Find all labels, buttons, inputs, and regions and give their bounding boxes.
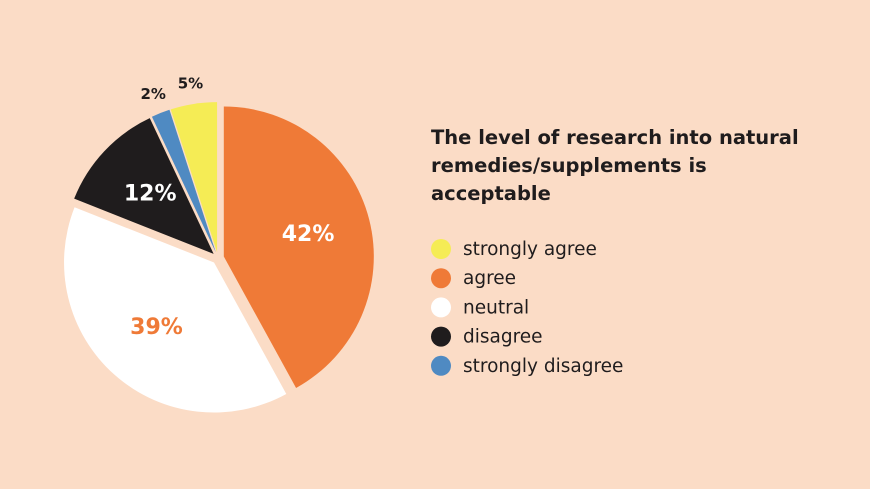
pie-slice [170, 102, 218, 253]
pie-slice [151, 109, 216, 253]
chart-title: The level of research into natural remed… [431, 126, 799, 205]
legend-label: neutral [463, 297, 529, 318]
legend-swatch [431, 268, 451, 289]
data-label: 42% [282, 222, 335, 247]
legend-swatch [431, 355, 451, 376]
legend-label: agree [463, 268, 516, 289]
data-label: 12% [124, 181, 177, 206]
data-label: 39% [130, 315, 183, 340]
pie-slice [223, 106, 374, 388]
legend-label: strongly agree [463, 239, 597, 260]
data-label: 5% [178, 75, 203, 93]
legend-label: disagree [463, 327, 543, 348]
data-label: 2% [140, 85, 165, 103]
pie-slice [74, 118, 214, 254]
legend-swatch [431, 239, 451, 259]
legend-swatch [431, 326, 451, 347]
legend-swatch [431, 297, 451, 318]
pie-slice [64, 207, 287, 413]
legend-label: strongly disagree [463, 356, 623, 377]
